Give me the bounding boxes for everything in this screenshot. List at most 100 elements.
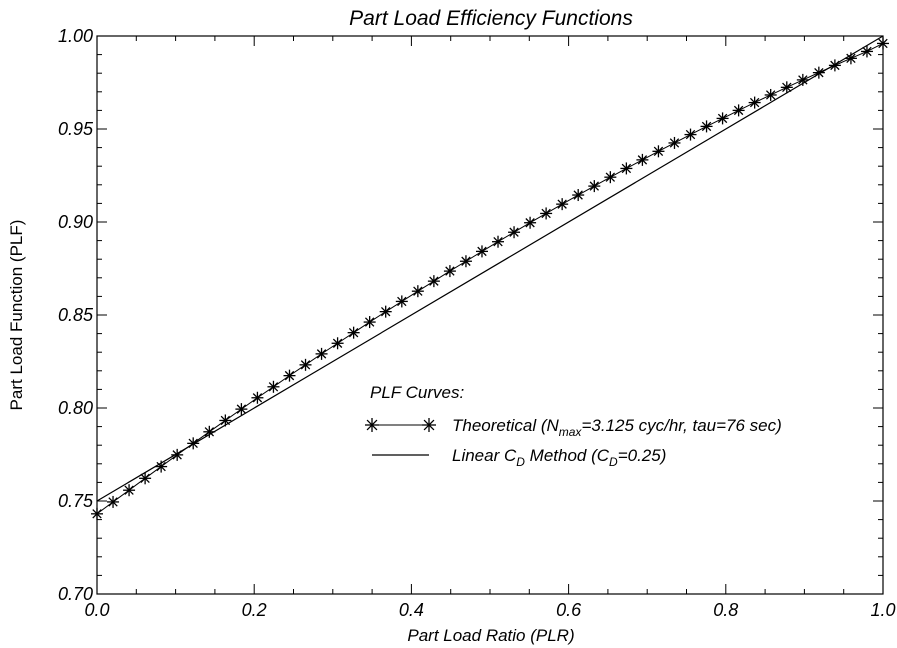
series-0-point-11-stroke-3 (268, 382, 279, 392)
series-0-point-22-stroke-3 (445, 266, 455, 276)
series-0-point-23-stroke-3 (461, 256, 471, 266)
series-0-point-33 (620, 162, 633, 175)
y-tick-label-0: 0.70 (58, 584, 93, 604)
series-0-point-9-stroke-3 (236, 404, 247, 414)
x-tick-label-0: 0.0 (84, 600, 109, 620)
y-tick-label-2: 0.80 (58, 398, 93, 418)
x-axis-ticks: 0.0 0.2 0.4 0.6 0.8 1.0 (84, 36, 896, 620)
legend-theoretical-text-b: =3.125 cyc/hr, tau=76 sec) (581, 416, 781, 435)
chart-title: Part Load Efficiency Functions (349, 7, 633, 30)
series-0-point-20-stroke-3 (413, 286, 423, 296)
legend-linear-subscript-b: D (609, 455, 618, 469)
legend-title: PLF Curves: (370, 383, 464, 402)
series-0-point-48 (860, 45, 873, 58)
x-tick-label-2: 0.4 (399, 600, 424, 620)
series-0-point-0-stroke-3 (92, 509, 102, 519)
series-0-point-25 (492, 235, 505, 248)
legend-marker-left-stroke-3 (366, 419, 378, 431)
series-0-point-20 (411, 285, 424, 298)
series-0-point-16-stroke-3 (348, 327, 359, 338)
series-0-point-24 (475, 245, 488, 258)
legend-linear-text-b: Method (C (525, 446, 610, 465)
series-0-point-2 (123, 484, 136, 497)
series-0-point-46 (828, 59, 841, 72)
plot-frame (96, 35, 884, 595)
series-0-point-18 (379, 305, 392, 318)
y-tick-label-6: 1.00 (58, 26, 93, 46)
series-0-line (96, 42, 884, 515)
series-0-point-43 (780, 81, 793, 94)
series-0-point-14 (315, 347, 328, 360)
series-0-point-29-stroke-3 (557, 199, 567, 209)
legend-theoretical-text-a: Theoretical (N (452, 416, 559, 435)
series-0-point-17 (363, 316, 376, 329)
series-0-point-47-stroke-3 (846, 53, 856, 64)
series-0-point-21-stroke-3 (429, 276, 439, 286)
series-0-point-44-stroke-3 (798, 75, 808, 85)
series-0-point-19 (395, 295, 408, 308)
series-0-point-34-stroke-3 (637, 155, 648, 165)
series-0-point-13-stroke-3 (300, 360, 311, 370)
y-tick-label-4: 0.90 (58, 212, 93, 232)
plot-series (91, 35, 889, 520)
series-0-point-35 (652, 145, 665, 158)
series-0-point-27-stroke-3 (525, 218, 535, 228)
series-0-point-12-stroke-3 (284, 370, 295, 381)
series-0-point-11 (267, 380, 280, 393)
series-0-point-38-stroke-3 (701, 121, 712, 132)
series-0-point-36-stroke-3 (669, 138, 680, 148)
series-0-point-47 (844, 52, 857, 65)
series-0-point-30-stroke-3 (573, 190, 583, 200)
series-0-point-40 (732, 104, 745, 117)
series-0-point-15 (331, 337, 344, 350)
series-0-point-43-stroke-3 (782, 82, 792, 93)
series-0-point-19-stroke-3 (397, 296, 407, 307)
series-0-point-39-stroke-3 (717, 113, 728, 124)
series-0-point-49 (877, 37, 889, 50)
series-0-point-21 (427, 275, 440, 288)
series-1-line (96, 35, 884, 502)
series-0-point-32-stroke-3 (605, 172, 616, 182)
y-tick-label-1: 0.75 (58, 491, 94, 511)
series-0-point-6 (187, 437, 200, 450)
series-0-point-28 (540, 207, 553, 220)
legend-marker-right-stroke-3 (423, 419, 435, 431)
x-tick-label-4: 0.8 (713, 600, 738, 620)
series-0-point-35-stroke-3 (653, 146, 664, 157)
series-0-point-3-stroke-3 (140, 473, 150, 484)
series-0-point-8-stroke-3 (220, 415, 231, 426)
series-0-point-7 (203, 425, 216, 438)
series-0-point-27 (524, 216, 537, 229)
series-0-point-36 (668, 136, 681, 149)
series-0-point-41-stroke-3 (749, 97, 760, 108)
legend-marker-left (365, 418, 379, 432)
legend-theoretical-label: Theoretical (Nmax=3.125 cyc/hr, tau=76 s… (452, 416, 782, 439)
series-0-point-26 (508, 226, 521, 239)
y-tick-label-5: 0.95 (58, 119, 94, 139)
series-0-point-37-stroke-3 (685, 129, 696, 140)
series-0-point-14-stroke-3 (316, 349, 327, 359)
series-0-point-38 (700, 120, 713, 133)
series-0-point-48-stroke-3 (862, 46, 872, 57)
series-0-point-17-stroke-3 (364, 317, 375, 327)
series-0-point-37 (684, 128, 697, 141)
series-0-point-13 (299, 358, 312, 371)
series-0-point-16 (347, 326, 360, 339)
series-0-point-26-stroke-3 (509, 227, 519, 237)
series-0-point-10 (251, 391, 264, 404)
series-0-point-3 (139, 472, 152, 485)
series-0-point-2-stroke-3 (124, 485, 134, 495)
x-tick-label-3: 0.6 (556, 600, 582, 620)
series-0-point-23 (459, 255, 472, 268)
series-0-point-0 (91, 507, 103, 520)
series-0-point-12 (283, 369, 296, 382)
y-axis-ticks: 0.70 0.75 0.80 0.85 0.90 0.95 1.00 (58, 26, 883, 604)
y-axis-label: Part Load Function (PLF) (7, 220, 26, 411)
series-0-point-39 (716, 112, 729, 125)
series-0-point-42-stroke-3 (765, 90, 776, 100)
series-0-point-40-stroke-3 (733, 105, 744, 116)
series-0-point-4-stroke-3 (156, 461, 166, 472)
y-tick-label-3: 0.85 (58, 305, 94, 325)
series-0-point-25-stroke-3 (493, 237, 503, 247)
